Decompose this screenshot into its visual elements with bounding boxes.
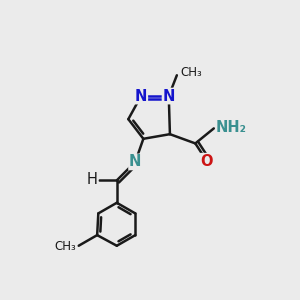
- Text: O: O: [201, 154, 213, 169]
- Text: CH₃: CH₃: [180, 66, 202, 79]
- Text: N: N: [135, 88, 147, 104]
- Text: CH₃: CH₃: [55, 240, 76, 254]
- Text: H: H: [87, 172, 98, 187]
- Text: NH₂: NH₂: [216, 120, 247, 135]
- Text: N: N: [129, 154, 142, 169]
- Text: N: N: [163, 88, 175, 104]
